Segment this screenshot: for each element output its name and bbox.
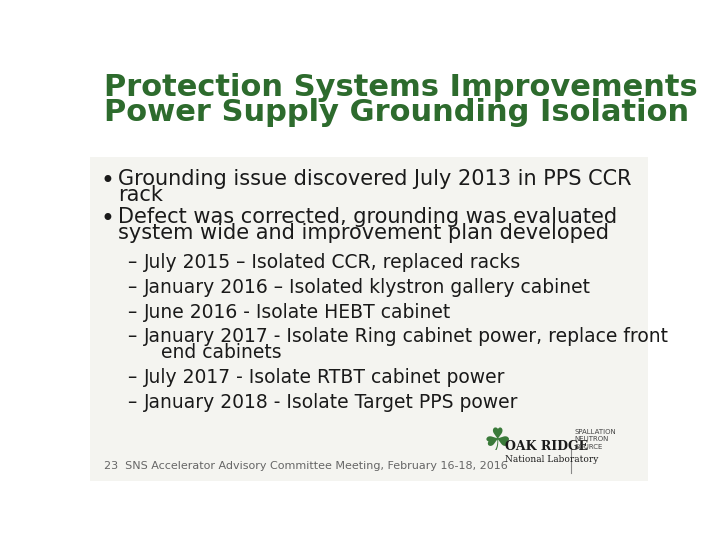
Text: January 2018 - Isolate Target PPS power: January 2018 - Isolate Target PPS power	[144, 393, 518, 411]
Bar	[90, 65, 648, 157]
Text: end cabinets: end cabinets	[161, 343, 282, 362]
Text: •: •	[101, 207, 114, 231]
Text: SPALLATION
NEUTRON
SOURCE: SPALLATION NEUTRON SOURCE	[575, 429, 616, 450]
Text: Power Supply Grounding Isolation: Power Supply Grounding Isolation	[104, 98, 689, 127]
Text: January 2016 – Isolated klystron gallery cabinet: January 2016 – Isolated klystron gallery…	[144, 278, 591, 297]
Text: •: •	[101, 168, 114, 193]
Text: –: –	[127, 253, 137, 273]
Text: rack: rack	[118, 185, 163, 205]
Text: Defect was corrected, grounding was evaluated: Defect was corrected, grounding was eval…	[118, 207, 617, 227]
Text: –: –	[127, 303, 137, 322]
Text: July 2015 – Isolated CCR, replaced racks: July 2015 – Isolated CCR, replaced racks	[144, 253, 521, 273]
Text: National Laboratory: National Laboratory	[505, 455, 598, 464]
Text: –: –	[127, 393, 137, 411]
Text: 23  SNS Accelerator Advisory Committee Meeting, February 16-18, 2016: 23 SNS Accelerator Advisory Committee Me…	[104, 461, 508, 471]
Bar	[90, 157, 648, 481]
Text: June 2016 - Isolate HEBT cabinet: June 2016 - Isolate HEBT cabinet	[144, 303, 451, 322]
Text: ☘: ☘	[484, 427, 511, 456]
Text: –: –	[127, 278, 137, 297]
Text: Protection Systems Improvements: Protection Systems Improvements	[104, 72, 698, 102]
Text: –: –	[127, 368, 137, 387]
Text: OAK RIDGE: OAK RIDGE	[505, 440, 588, 453]
Text: system wide and improvement plan developed: system wide and improvement plan develop…	[118, 224, 609, 244]
Text: July 2017 - Isolate RTBT cabinet power: July 2017 - Isolate RTBT cabinet power	[144, 368, 505, 387]
Text: –: –	[127, 327, 137, 346]
Text: January 2017 - Isolate Ring cabinet power, replace front: January 2017 - Isolate Ring cabinet powe…	[144, 327, 670, 346]
Text: Grounding issue discovered July 2013 in PPS CCR: Grounding issue discovered July 2013 in …	[118, 168, 631, 189]
